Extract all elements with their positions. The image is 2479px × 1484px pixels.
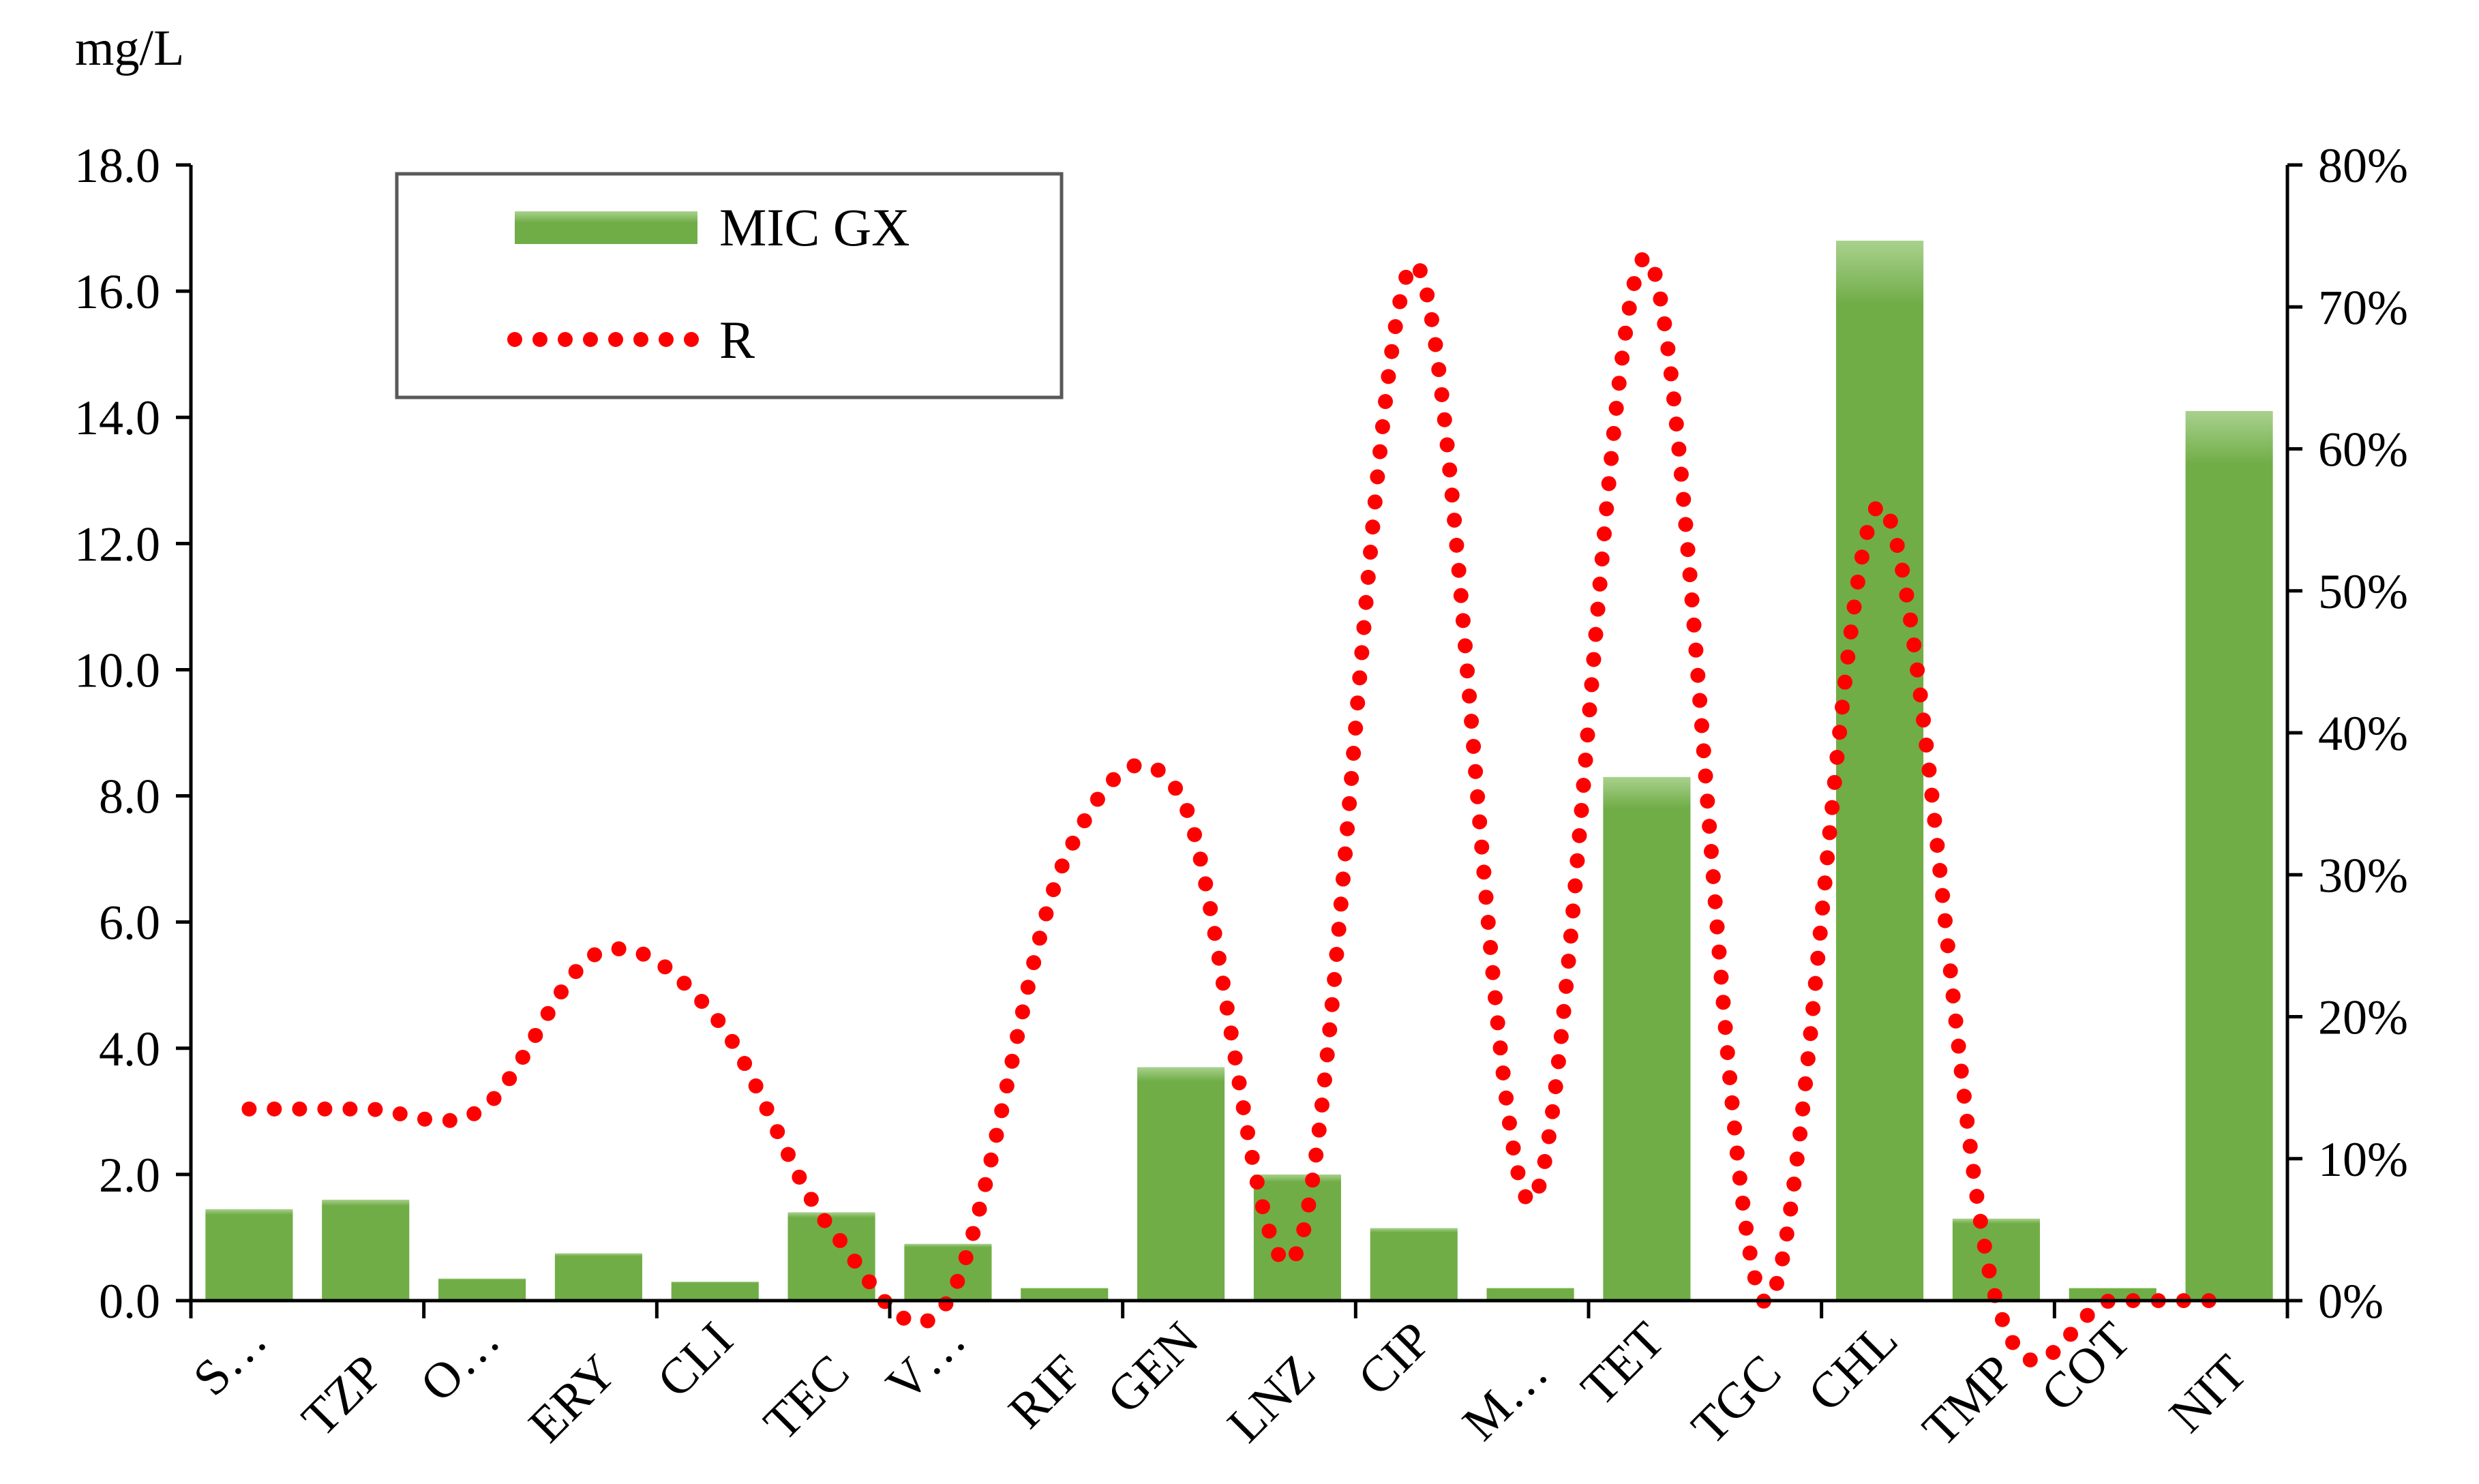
bar-tmp: [1952, 1218, 2040, 1301]
x-tick-label: COT: [2030, 1312, 2142, 1423]
legend: MIC GX R: [395, 172, 1064, 399]
x-tick-label: CIP: [1347, 1312, 1442, 1406]
line-series-r: [241, 249, 2237, 1368]
y-left-tick-label: 2.0: [99, 1148, 160, 1202]
y-right-tick-label: 60%: [2318, 423, 2408, 477]
y-right-tick-label: 70%: [2318, 280, 2408, 335]
bar-rif: [1021, 1288, 1109, 1301]
bar-gen: [1137, 1067, 1225, 1301]
y-left-tick-label: 8.0: [99, 770, 160, 824]
x-tick-label: TEC: [753, 1344, 860, 1451]
y-right-tick-label: 50%: [2318, 564, 2408, 619]
x-tick-label: O…: [410, 1312, 511, 1412]
y-left-tick-label: 6.0: [99, 896, 160, 950]
x-tick-label: NIT: [2159, 1344, 2257, 1443]
x-tick-label: TET: [1571, 1312, 1676, 1417]
y-left-tick-label: 14.0: [74, 391, 160, 445]
bar-tet: [1603, 776, 1691, 1301]
y-right-tick-label: 30%: [2318, 848, 2408, 903]
x-tick-label: GEN: [1097, 1312, 1210, 1425]
x-tick-label: TGC: [1681, 1344, 1792, 1455]
x-tick-label: CHL: [1797, 1312, 1908, 1423]
x-tick-label: CLI: [646, 1312, 743, 1408]
bar-tec: [787, 1212, 875, 1301]
x-tick-label: S…: [183, 1312, 277, 1406]
bar-cli: [671, 1282, 759, 1301]
y-left-tick-label: 12.0: [74, 517, 160, 571]
bar-o: [438, 1278, 526, 1301]
bar-chl: [1836, 241, 1924, 1301]
legend-swatch-mic-gx: [515, 211, 697, 244]
x-tick-label: LNZ: [1217, 1344, 1326, 1453]
y-right-tick-label: 40%: [2318, 706, 2408, 761]
y-left-tick-label: 16.0: [74, 264, 160, 319]
x-tick-label: ERY: [518, 1344, 627, 1453]
y-axis-unit-label: mg/L: [75, 20, 184, 76]
bar-ery: [554, 1253, 642, 1301]
bar-nit: [2185, 410, 2273, 1301]
y-left-tick-label: 0.0: [99, 1274, 160, 1329]
y-right-tick-label: 0%: [2318, 1274, 2384, 1329]
y-left-tick-label: 18.0: [74, 138, 160, 193]
legend-box: [395, 172, 1064, 399]
x-tick-label: RIF: [998, 1344, 1093, 1439]
y-right-tick-label: 80%: [2318, 138, 2408, 193]
y-right-tick-label: 20%: [2318, 990, 2408, 1045]
x-tick-label: TMP: [1912, 1344, 2025, 1457]
bar-series-mic-gx: [205, 241, 2273, 1301]
bar-tzp: [322, 1199, 410, 1301]
legend-label-r: R: [719, 310, 755, 369]
y-left-tick-label: 10.0: [74, 643, 160, 697]
bar-m: [1486, 1288, 1574, 1301]
bar-cip: [1370, 1228, 1458, 1301]
bar-v: [904, 1243, 992, 1301]
bar-s: [205, 1209, 293, 1301]
x-tick-label: M…: [1452, 1344, 1559, 1451]
legend-label-mic-gx: MIC GX: [719, 198, 910, 257]
y-left-tick-label: 4.0: [99, 1022, 160, 1076]
y-right-tick-label: 10%: [2318, 1132, 2408, 1187]
x-tick-label: V…: [875, 1312, 976, 1412]
x-tick-label: TZP: [291, 1344, 394, 1447]
